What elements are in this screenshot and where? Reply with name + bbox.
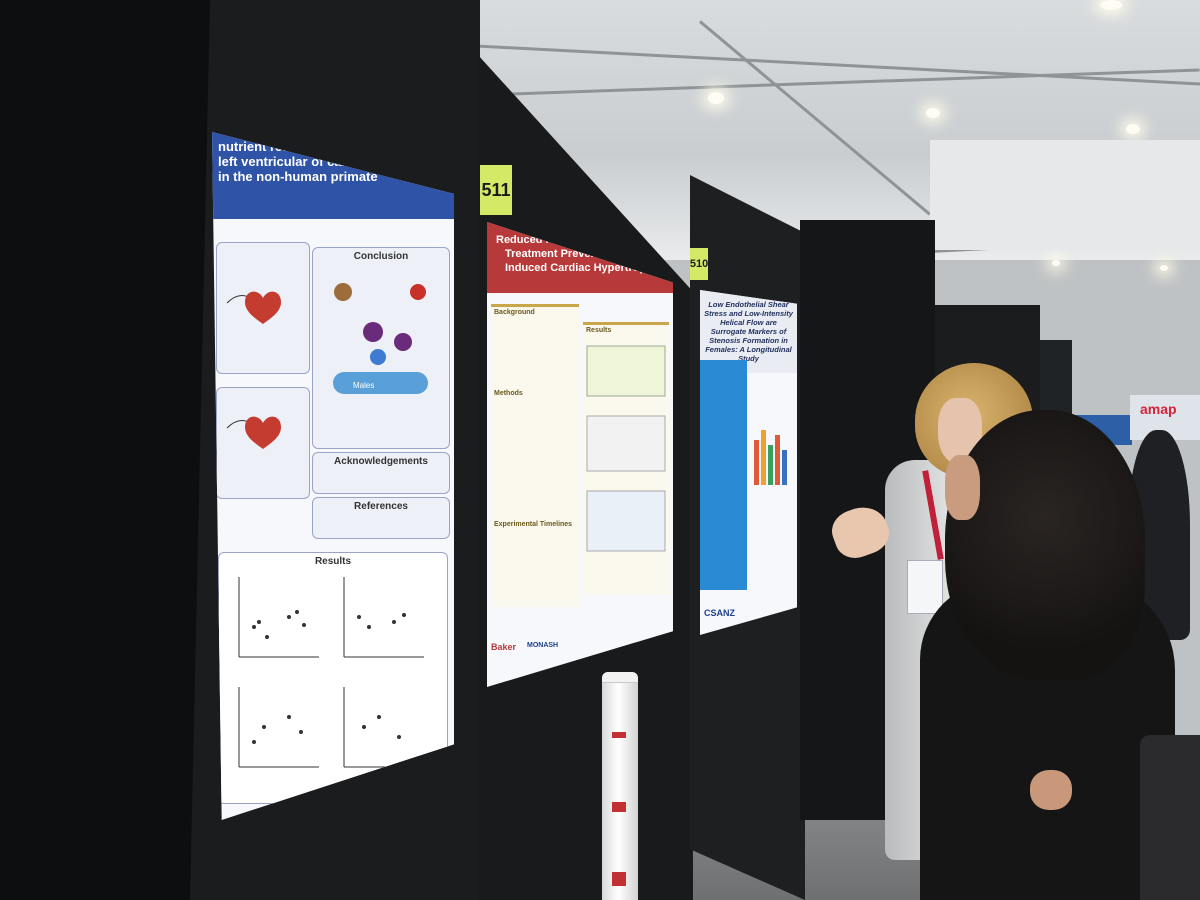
viewer-hair <box>945 410 1145 680</box>
heart-illustration <box>226 291 281 324</box>
poster-title: Low Endothelial Shear Stress and Low-Int… <box>700 290 797 373</box>
ceiling-light <box>708 92 724 104</box>
poster-left-column: Background Methods Experimental Timeline… <box>491 304 579 607</box>
results-panels <box>586 345 666 552</box>
monash-logo: MONASH <box>527 642 559 649</box>
poster-pi3k-hypertrophy: Reduced PI3K and Anthracycline Treatment… <box>487 222 673 687</box>
tube-marking <box>612 802 626 812</box>
section-title: References <box>354 501 408 512</box>
poster-tube <box>602 672 638 900</box>
section-title: Results <box>586 327 612 334</box>
ceiling-light <box>1160 265 1168 271</box>
name-badge <box>907 560 943 614</box>
section-title: Acknowledgements <box>334 456 428 467</box>
shoulder-bag <box>1140 735 1200 900</box>
acknowledgements-section: Acknowledgements <box>312 452 450 494</box>
hall-banner-text: amap <box>1140 401 1177 417</box>
section-title: Background <box>494 309 535 316</box>
booth-number-tag: 511 <box>480 165 512 215</box>
csanz-logo: CSANZ <box>704 608 735 618</box>
conclusion-section: Conclusion Males <box>312 247 450 449</box>
heart-illustration <box>226 416 281 449</box>
sr-label: Males <box>353 381 374 390</box>
results-scatter-plots <box>238 577 424 768</box>
poster-right-column: Results <box>583 322 669 595</box>
hall-banner: amap <box>1130 395 1200 440</box>
intro-section-2 <box>216 387 310 499</box>
ceiling-light <box>1126 124 1140 134</box>
section-title: Experimental Timelines <box>494 521 573 528</box>
poster-fetal-ventricular: nutrient restriction dysregulates fetal … <box>212 132 454 820</box>
ceiling-light <box>926 108 940 118</box>
section-title: Results <box>314 556 352 567</box>
bar-figure <box>754 430 788 485</box>
section-title: Conclusion <box>353 251 409 262</box>
poster-shear-stress: Low Endothelial Shear Stress and Low-Int… <box>700 290 797 635</box>
tube-marking <box>612 732 626 738</box>
ceiling-light <box>1100 0 1122 10</box>
intro-section <box>216 242 310 374</box>
poster-bar-figure <box>750 410 793 490</box>
viewer-hand <box>1030 770 1072 810</box>
calcium-handling-diagram: Males <box>333 283 428 394</box>
tube-marking <box>612 872 626 886</box>
viewer-face <box>945 455 980 520</box>
ceiling-light <box>1052 260 1060 266</box>
poster-tube-cap <box>602 672 638 683</box>
poster-board-panel <box>0 0 215 900</box>
booth-number-tag: 510 <box>690 248 708 280</box>
baker-logo: Baker <box>491 642 517 652</box>
hall-wall <box>930 140 1200 250</box>
poster-blue-column <box>700 360 747 590</box>
references-section: References <box>312 497 450 539</box>
section-title: Methods <box>494 390 523 397</box>
